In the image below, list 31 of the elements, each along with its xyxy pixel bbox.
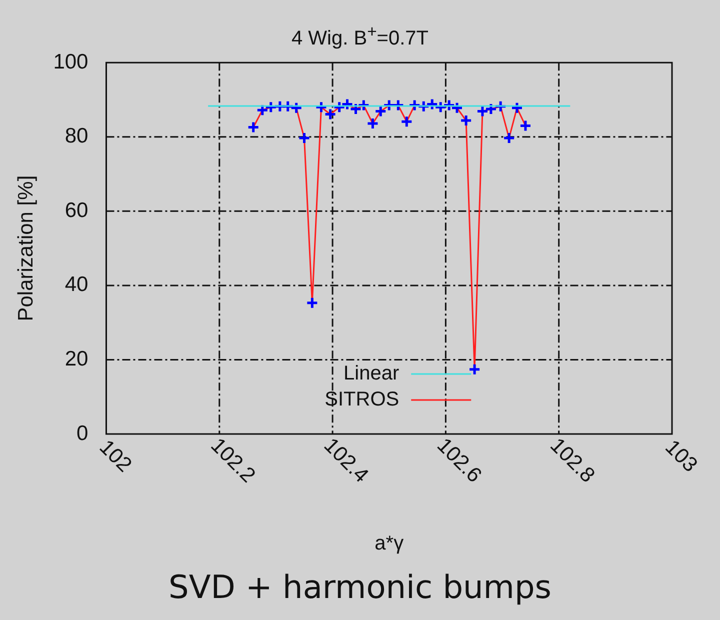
x-tick-label: 103 (660, 436, 702, 477)
point (408, 99, 421, 112)
point (298, 132, 311, 144)
y-tick-label: 60 (64, 198, 88, 222)
point (468, 363, 481, 376)
point (519, 119, 532, 132)
y-tick-label: 40 (64, 273, 88, 296)
chart-title: 4 Wig. B$^{+}$=0.7T (290, 22, 430, 51)
point (357, 99, 370, 112)
x-axis-title: a*γ (374, 532, 404, 555)
point (374, 105, 387, 118)
point (484, 102, 498, 116)
point (306, 296, 318, 310)
y-tick-label: 0 (76, 422, 88, 445)
y-tick-label: 20 (64, 348, 88, 371)
point (510, 102, 524, 114)
legend-label: SITROS (324, 388, 400, 411)
point (366, 117, 379, 130)
x-tick-label: 102 (94, 436, 136, 477)
point (290, 102, 303, 114)
legend-label: Linear (344, 362, 400, 385)
point (400, 115, 413, 128)
y-tick-label: 80 (64, 124, 88, 148)
point (476, 105, 489, 118)
point (324, 108, 337, 120)
point (247, 120, 260, 134)
point (502, 132, 516, 144)
point (460, 114, 472, 127)
y-tick-label: 100 (53, 50, 88, 74)
text: SVD + harmonic bumps (168, 568, 552, 606)
y-axis-title: Polarization [%] (14, 175, 38, 322)
